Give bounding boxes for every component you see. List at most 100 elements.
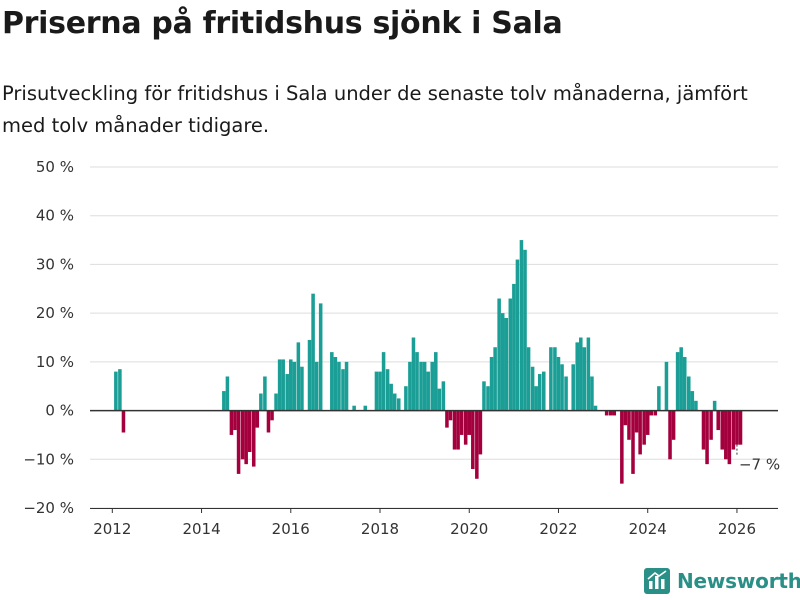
bar [389,383,393,411]
bar [664,361,669,411]
bar [415,352,419,411]
x-axis: 2012 2014 2016 2018 2020 2022 2024 2026 [93,508,756,538]
x-tick-label: 2018 [361,520,399,538]
bar [396,398,401,411]
bar [519,240,524,411]
bar [114,371,118,411]
bar [222,391,226,411]
bar [266,410,271,433]
y-axis: −20 % −10 % 0 % 10 % 20 % 30 % 40 % 50 % [23,158,74,517]
bar [307,339,312,411]
bar [612,410,617,416]
bar [274,393,278,411]
bar [731,410,736,450]
bar [579,337,583,411]
bar [724,410,728,460]
bar [623,410,628,426]
x-tick-label: 2016 [272,520,310,538]
bar [475,410,479,479]
y-tick-label: 40 % [36,207,74,225]
bar [486,386,490,411]
bar [709,410,713,440]
bar [430,361,434,411]
bar [459,410,464,435]
brand-logo: Newsworthy [644,568,800,594]
bar [247,410,252,452]
bar [508,298,513,411]
x-tick-label: 2014 [182,520,220,538]
y-tick-label: 0 % [45,402,74,420]
bar [720,410,724,450]
bar [515,259,520,411]
bar [668,410,672,460]
bar [240,410,245,460]
annotation-group: −7 % [736,444,780,474]
brand-name: Newsworthy [677,569,800,593]
bar [649,410,654,416]
bar [419,361,423,411]
bar [653,410,658,416]
bar [456,410,460,450]
bar [512,283,516,411]
bar [560,364,564,411]
bar [467,410,472,435]
bar [381,352,386,411]
bar [270,410,274,421]
bar [638,410,642,455]
bar [675,352,680,411]
x-tick-label: 2012 [93,520,131,538]
bar [378,371,382,411]
bar [445,410,449,428]
bar [604,410,609,416]
bar [422,361,427,411]
bar [478,410,483,455]
bar [434,352,438,411]
x-tick-label: 2026 [718,520,756,538]
bar [300,366,304,411]
bar [712,400,717,411]
bar [541,371,546,411]
bar [330,352,334,411]
annotation-label: −7 % [739,456,780,474]
bar [311,293,315,411]
bar [642,410,646,445]
bar [690,391,695,411]
bar [344,361,349,411]
bar [392,393,397,411]
chart-subtitle: Prisutveckling för fritidshus i Sala und… [2,82,748,137]
bar [679,347,683,411]
y-tick-label: −20 % [23,499,74,517]
bar [259,393,263,411]
bar [118,369,122,411]
bar [229,410,234,435]
bar [236,410,241,474]
bar [441,381,446,411]
bar [289,359,293,411]
chart-title: Priserna på fritidshus sjönk i Sala [2,6,563,41]
bar [363,405,368,411]
bar [463,410,468,445]
x-tick-label: 2020 [450,520,488,538]
bar [244,410,248,465]
bar [705,410,709,465]
bar [374,371,379,411]
bar [590,376,594,411]
bar [251,410,256,467]
bar [608,410,613,416]
bar [437,388,442,411]
bar [504,318,509,411]
bars [114,240,743,484]
bar [530,366,535,411]
bar [738,410,743,445]
bar [671,410,676,440]
x-tick-label: 2024 [629,520,667,538]
bar [404,386,408,411]
y-tick-label: 20 % [36,304,74,322]
bar [448,410,453,421]
bar [631,410,635,474]
bar [452,410,457,450]
bar [571,364,575,411]
x-tick-label: 2022 [539,520,577,538]
bar [493,347,497,411]
gridlines [90,166,778,509]
